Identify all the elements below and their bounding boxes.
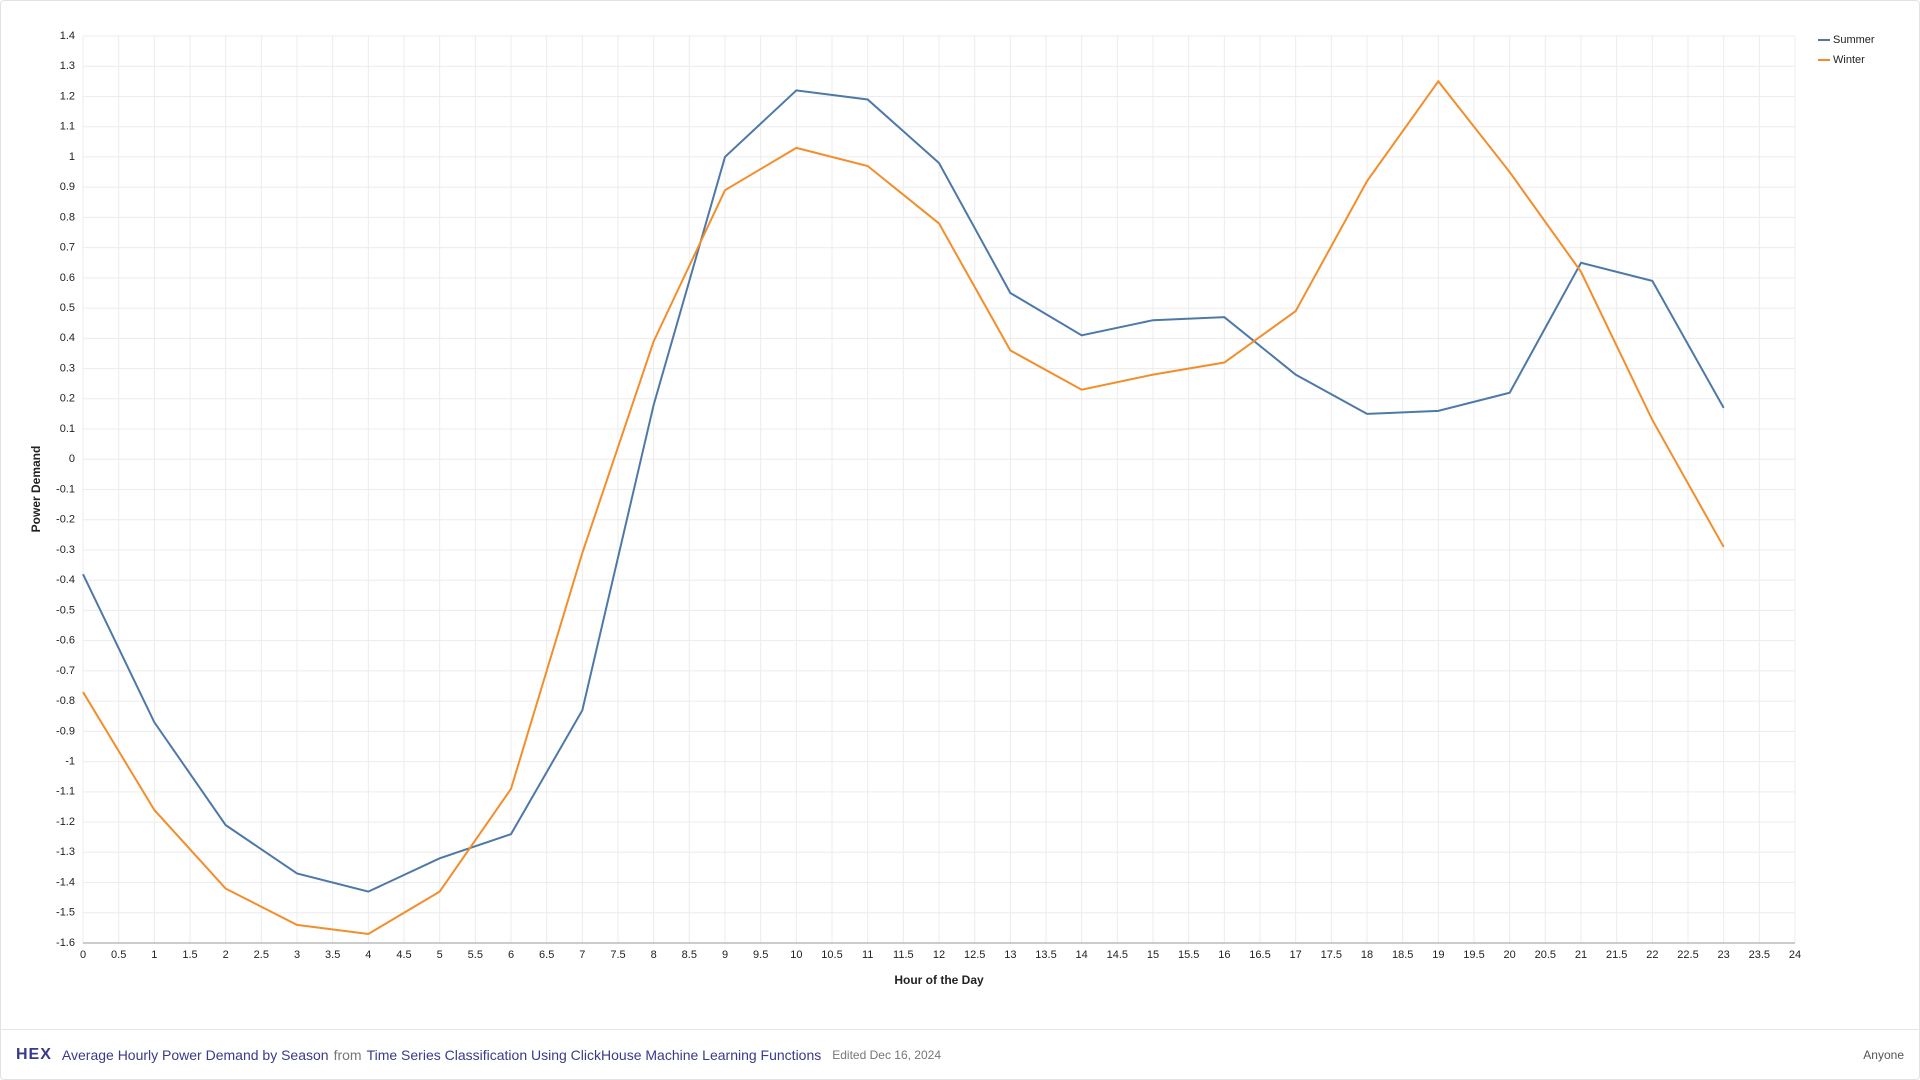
x-tick-label: 0 [80,949,86,961]
x-tick-label: 22.5 [1677,949,1698,961]
y-tick-label: 0.2 [60,393,75,405]
y-tick-label: 1.2 [60,90,75,102]
y-tick-label: -1.5 [56,907,75,919]
x-tick-label: 4.5 [396,949,411,961]
x-tick-label: 10.5 [821,949,842,961]
y-tick-label: -0.5 [56,604,75,616]
x-tick-label: 5 [437,949,443,961]
y-tick-label: -1.2 [56,816,75,828]
y-tick-label: 0.4 [60,332,75,344]
x-tick-label: 16.5 [1249,949,1270,961]
y-tick-label: -0.2 [56,514,75,526]
y-tick-label: 1.1 [60,121,75,133]
x-tick-label: 12 [933,949,945,961]
legend-label: Winter [1833,54,1865,66]
y-tick-label: -1 [65,756,75,768]
y-tick-label: 0.6 [60,272,75,284]
x-tick-label: 20.5 [1535,949,1556,961]
x-tick-label: 19.5 [1463,949,1484,961]
y-tick-label: 1.3 [60,60,75,72]
x-tick-label: 13.5 [1035,949,1056,961]
x-tick-label: 22 [1646,949,1658,961]
x-tick-label: 14.5 [1107,949,1128,961]
line-series [82,89,1725,893]
y-tick-label: 0.9 [60,181,75,193]
x-axis-label: Hour of the Day [894,973,984,987]
x-tick-label: 24 [1789,949,1801,961]
x-tick-label: 14 [1076,949,1088,961]
y-tick-label: 0.1 [60,423,75,435]
x-tick-label: 2 [223,949,229,961]
y-tick-label: -0.4 [56,574,75,586]
x-tick-label: 23.5 [1749,949,1770,961]
y-tick-label: -1.6 [56,937,75,949]
x-tick-label: 7.5 [610,949,625,961]
y-tick-label: -0.7 [56,665,75,677]
x-tick-label: 17.5 [1321,949,1342,961]
x-tick-label: 4 [365,949,371,961]
app-title: Average Hourly Power Demand by Season [61,1047,329,1063]
x-tick-label: 8 [651,949,657,961]
x-tick-label: 17 [1290,949,1302,961]
y-tick-label: 0.3 [60,362,75,374]
x-tick-label: 1 [151,949,157,961]
x-tick-label: 12.5 [964,949,985,961]
y-tick-label: 1.4 [60,30,75,42]
x-tick-label: 0.5 [111,949,126,961]
x-tick-label: 18.5 [1392,949,1413,961]
x-tick-label: 15 [1147,949,1159,961]
x-tick-label: 11 [862,949,873,961]
x-tick-label: 19 [1432,949,1444,961]
y-tick-label: -0.6 [56,635,75,647]
x-tick-label: 21 [1575,949,1587,961]
x-tick-label: 1.5 [182,949,197,961]
y-tick-label: 1 [69,151,75,163]
x-tick-label: 9.5 [753,949,768,961]
x-tick-label: 16 [1218,949,1230,961]
legend-label: Summer [1833,34,1875,46]
y-tick-label: 0 [69,453,75,465]
x-tick-label: 6 [508,949,514,961]
x-tick-label: 20 [1504,949,1516,961]
x-tick-label: 2.5 [254,949,269,961]
y-axis-label: Power Demand [29,446,43,533]
y-tick-label: -0.3 [56,544,75,556]
x-tick-label: 5.5 [468,949,483,961]
footer: HEX Average Hourly Power Demand by Seaso… [0,1029,1920,1080]
x-tick-label: 3 [294,949,300,961]
y-tick-label: 0.7 [60,242,75,254]
y-tick-label: -0.1 [56,483,75,495]
y-tick-label: -1.1 [56,786,75,798]
y-tick-label: 0.5 [60,302,75,314]
from-text: from [333,1047,362,1063]
y-tick-label: -1.3 [56,846,75,858]
edited-date: Edited Dec 16, 2024 [832,1048,941,1062]
line-series [82,79,1725,935]
access-button[interactable]: Anyone [1863,1048,1904,1062]
x-tick-label: 3.5 [325,949,340,961]
chart: Hour of the Day Power Demand -1.6 -1.5 -1.… [29,30,1875,987]
x-tick-label: 10 [790,949,802,961]
x-tick-label: 13 [1004,949,1016,961]
y-tick-label: 0.8 [60,211,75,223]
x-tick-label: 11.5 [893,949,914,961]
x-tick-label: 7 [579,949,585,961]
x-tick-label: 15.5 [1178,949,1199,961]
x-tick-label: 6.5 [539,949,554,961]
logo[interactable]: HEX [16,1046,52,1063]
x-tick-label: 18 [1361,949,1373,961]
x-tick-label: 9 [722,949,728,961]
x-tick-label: 8.5 [682,949,697,961]
project-link[interactable]: Time Series Classification Using ClickHo… [366,1047,822,1063]
y-tick-label: -0.8 [56,695,75,707]
y-tick-label: -1.4 [56,876,75,888]
x-tick-label: 23 [1718,949,1730,961]
x-tick-label: 21.5 [1606,949,1627,961]
y-tick-label: -0.9 [56,725,75,737]
